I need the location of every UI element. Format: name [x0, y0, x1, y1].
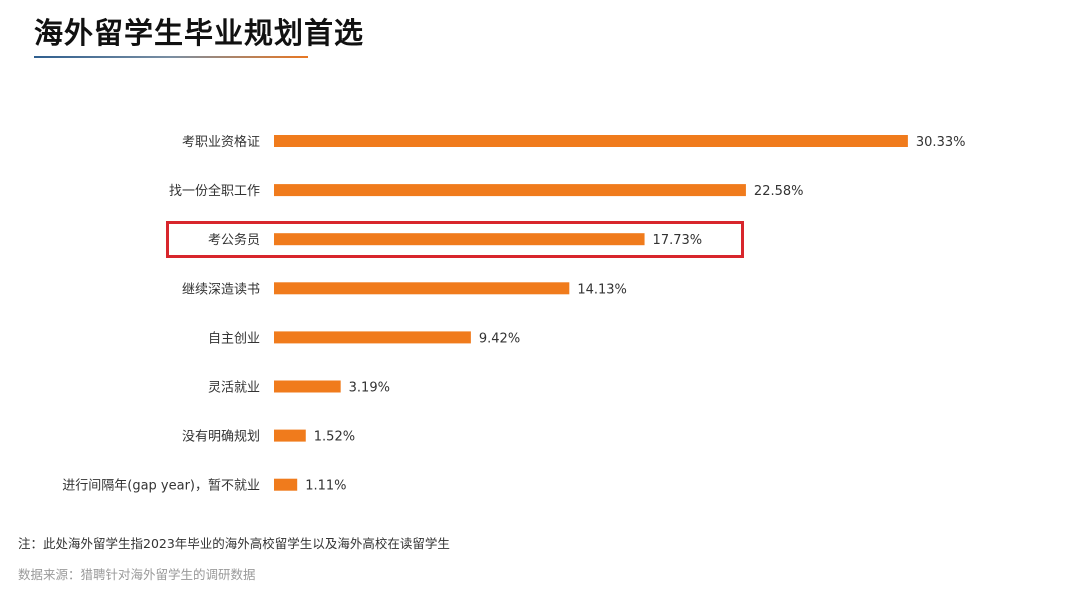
bar	[274, 135, 908, 147]
category-label: 进行间隔年(gap year)，暂不就业	[62, 479, 260, 494]
chart-title: 海外留学生毕业规划首选	[34, 16, 365, 50]
category-label: 继续深造读书	[182, 282, 260, 297]
value-label: 14.13%	[577, 282, 627, 297]
footnote: 注：此处海外留学生指2023年毕业的海外高校留学生以及海外高校在读留学生	[18, 536, 450, 551]
value-label: 30.33%	[916, 135, 966, 150]
bar	[274, 429, 306, 442]
highlight-box	[166, 221, 744, 259]
value-label: 3.19%	[349, 381, 390, 396]
value-label: 1.11%	[305, 479, 346, 494]
bar	[274, 282, 570, 295]
bar	[274, 184, 746, 197]
category-label: 灵活就业	[208, 381, 260, 396]
bar	[274, 380, 341, 393]
category-label: 考职业资格证	[182, 134, 260, 150]
value-label: 17.73%	[653, 233, 703, 248]
category-label: 找一份全职工作	[169, 183, 260, 199]
value-label: 22.58%	[754, 184, 804, 199]
bar	[274, 478, 298, 491]
category-label: 考公务员	[208, 232, 260, 248]
bar	[274, 331, 471, 344]
value-label: 9.42%	[479, 331, 520, 346]
bar-chart: 考职业资格证 30.33% 找一份全职工作 22.58% 考公务员 17.73% 继续深造读…	[62, 134, 966, 494]
category-label: 自主创业	[208, 331, 260, 346]
value-label: 1.52%	[314, 430, 355, 445]
category-label: 没有明确规划	[182, 430, 260, 445]
bar	[274, 233, 645, 246]
data-source: 数据来源：猎聘针对海外留学生的调研数据	[18, 567, 256, 582]
title-underline	[34, 56, 308, 58]
